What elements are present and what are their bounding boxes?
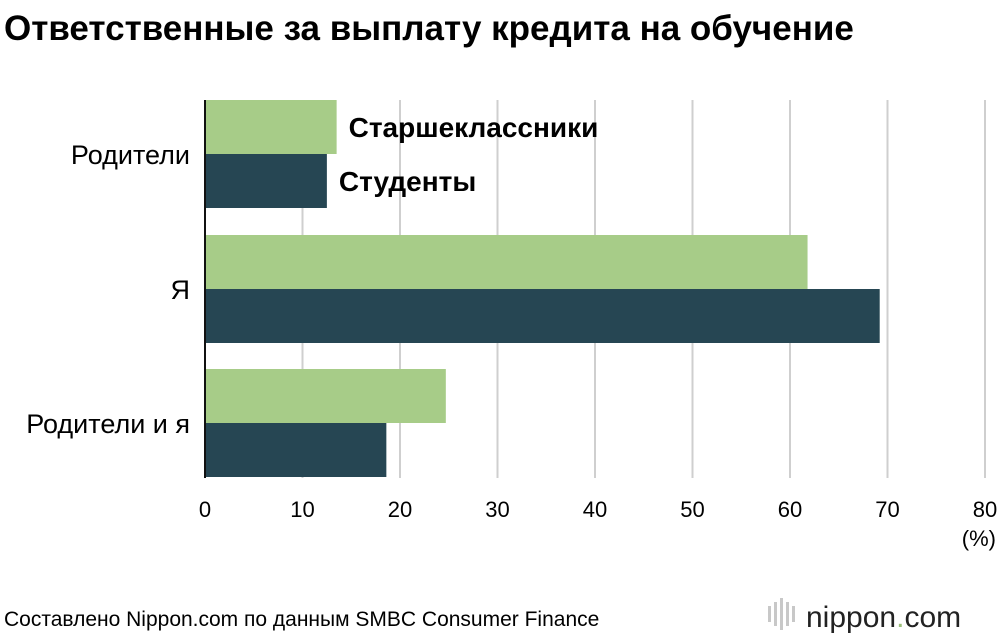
x-tick-label: 30 bbox=[485, 497, 509, 522]
category-label: Родители и я bbox=[26, 409, 190, 439]
logo-text: nippon.com bbox=[806, 601, 961, 634]
x-tick-label: 50 bbox=[680, 497, 704, 522]
x-tick-label: 60 bbox=[778, 497, 802, 522]
bar bbox=[205, 100, 337, 154]
x-tick-label: 10 bbox=[290, 497, 314, 522]
chart-title: Ответственные за выплату кредита на обуч… bbox=[4, 9, 854, 48]
bar bbox=[205, 423, 387, 477]
nippon-logo: nippon.com bbox=[768, 598, 961, 634]
bars bbox=[205, 100, 880, 477]
x-tick-label: 0 bbox=[199, 497, 211, 522]
series-label: Старшеклассники bbox=[349, 112, 599, 143]
category-label: Я bbox=[171, 275, 191, 305]
bar bbox=[205, 369, 446, 423]
x-tick-labels: 0 10 20 30 40 50 60 70 80 bbox=[199, 497, 997, 522]
x-tick-label: 80 bbox=[973, 497, 997, 522]
x-tick-label: 40 bbox=[583, 497, 607, 522]
series-label: Студенты bbox=[339, 166, 476, 197]
category-labels: Родители Я Родители и я bbox=[26, 140, 190, 439]
bar bbox=[205, 235, 808, 289]
bar bbox=[205, 289, 880, 343]
category-label: Родители bbox=[71, 140, 190, 170]
bar bbox=[205, 154, 327, 208]
x-tick-label: 70 bbox=[875, 497, 899, 522]
x-axis-unit: (%) bbox=[962, 526, 996, 551]
source-note: Составлено Nippon.com по данным SMBC Con… bbox=[4, 608, 599, 631]
nippon-logo-mark bbox=[768, 598, 795, 630]
x-tick-label: 20 bbox=[388, 497, 412, 522]
series-labels: Старшеклассники Студенты bbox=[339, 112, 598, 197]
